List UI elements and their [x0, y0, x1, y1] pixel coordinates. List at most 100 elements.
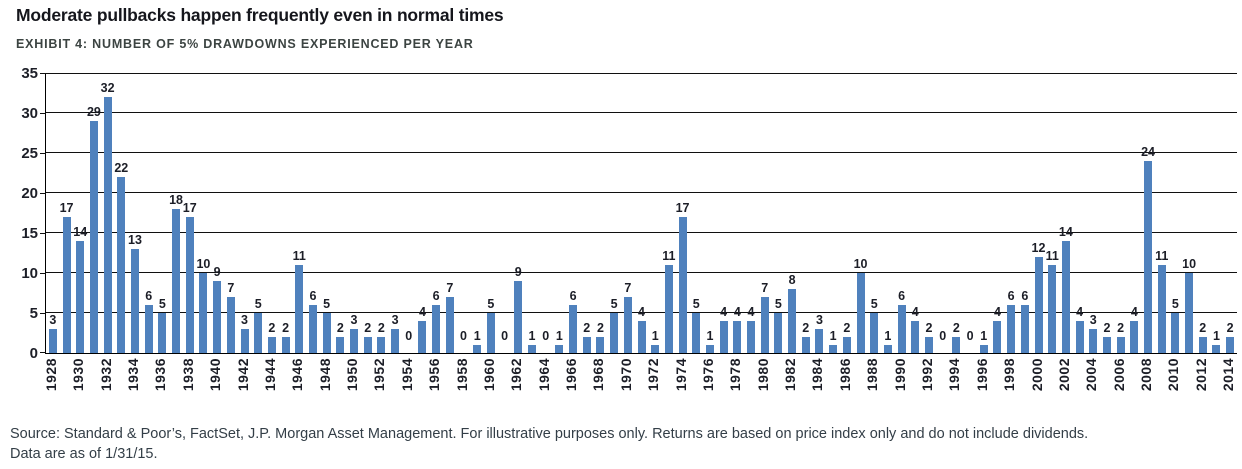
bar-value-label-1948: 5	[323, 296, 331, 311]
bar-value-label-1955: 4	[418, 304, 426, 319]
bar-value-label-1946: 11	[292, 248, 306, 263]
x-tick-label-1940: 1940	[207, 358, 224, 392]
bar-value-label-1985: 1	[829, 328, 837, 343]
bar-value-label-2003: 4	[1076, 304, 1084, 319]
y-tick-mark	[40, 273, 46, 274]
gridline-y25	[46, 152, 1237, 153]
bar-value-label-1939: 10	[196, 256, 211, 271]
bar-2013	[1212, 345, 1221, 353]
bar-value-label-1935: 6	[145, 288, 153, 303]
bar-value-label-1936: 5	[158, 296, 166, 311]
bar-value-label-1966: 6	[569, 288, 577, 303]
bar-1970	[623, 297, 632, 353]
x-tick-label-1970: 1970	[617, 358, 634, 392]
bar-1977	[719, 321, 728, 353]
gridline-y20	[46, 192, 1237, 193]
y-tick-mark	[40, 352, 46, 353]
bar-value-label-1987: 10	[853, 256, 868, 271]
bar-value-label-1928: 3	[49, 312, 57, 327]
x-tick-label-1930: 1930	[70, 358, 87, 392]
bar-value-label-1978: 4	[733, 304, 741, 319]
x-tick-label-1960: 1960	[480, 358, 497, 392]
bar-1929	[62, 217, 71, 353]
bar-1971	[637, 321, 646, 353]
bar-value-label-1994: 2	[952, 320, 960, 335]
x-tick-label-1956: 1956	[426, 358, 443, 392]
bar-2010	[1171, 313, 1180, 353]
bar-value-label-1970: 7	[624, 280, 632, 295]
y-tick-mark	[40, 233, 46, 234]
bar-value-label-1938: 17	[182, 200, 197, 215]
x-tick-label-1978: 1978	[727, 358, 744, 392]
y-tick-label-5: 5	[29, 305, 38, 322]
bar-value-label-2013: 1	[1212, 328, 1220, 343]
bar-1963	[527, 345, 536, 353]
bar-1930	[76, 241, 85, 353]
bar-value-label-2001: 11	[1045, 248, 1059, 263]
bar-value-label-1988: 5	[870, 296, 878, 311]
bar-2005	[1102, 337, 1111, 353]
bar-value-label-1933: 22	[114, 160, 129, 175]
bar-1986	[842, 337, 851, 353]
bar-value-label-2010: 5	[1171, 296, 1179, 311]
bar-value-label-1974: 17	[675, 200, 690, 215]
gridline-y30	[46, 112, 1237, 113]
x-tick-label-1994: 1994	[946, 358, 963, 392]
bar-value-label-1934: 13	[128, 232, 142, 247]
bar-1983	[801, 337, 810, 353]
bar-1957	[445, 297, 454, 353]
page-title: Moderate pullbacks happen frequently eve…	[16, 5, 504, 25]
bar-value-label-1993: 0	[939, 328, 947, 343]
bar-1945	[281, 337, 290, 353]
x-tick-label-1962: 1962	[508, 358, 525, 392]
bar-1981	[774, 313, 783, 353]
bar-1985	[829, 345, 838, 353]
bar-2001	[1048, 265, 1057, 353]
x-tick-label-1996: 1996	[973, 358, 990, 392]
y-tick-mark	[40, 193, 46, 194]
bar-value-label-1989: 1	[884, 328, 892, 343]
bar-value-label-1950: 3	[350, 312, 358, 327]
bar-1953	[391, 329, 400, 353]
plot-area: 3 17 14 29 32 22 13 6 5 18 17 10 9 7 3 5 2 2 11 6 5 2 3 2 2 3 0 4 6 7…	[40, 73, 1237, 354]
bar-1946	[295, 265, 304, 353]
bar-value-label-1979: 4	[747, 304, 755, 319]
bar-1931	[89, 121, 98, 353]
bar-1984	[815, 329, 824, 353]
x-tick-label-2000: 2000	[1028, 358, 1045, 392]
x-tick-label-2004: 2004	[1083, 358, 1100, 392]
bar-2008	[1144, 161, 1153, 353]
bar-value-label-1967: 2	[583, 320, 591, 335]
exhibit-subtitle: EXHIBIT 4: NUMBER OF 5% DRAWDOWNS EXPERI…	[16, 37, 474, 51]
bar-value-label-1960: 5	[487, 296, 495, 311]
bar-1980	[760, 297, 769, 353]
bar-value-label-1959: 1	[473, 328, 481, 343]
x-tick-label-1982: 1982	[782, 358, 799, 392]
bar-value-label-2002: 14	[1058, 224, 1073, 239]
bar-value-label-1999: 6	[1021, 288, 1029, 303]
bar-value-label-1941: 7	[227, 280, 235, 295]
bar-value-label-1975: 5	[692, 296, 700, 311]
bar-1932	[103, 97, 112, 353]
bar-value-label-1954: 0	[405, 328, 413, 343]
bar-1988	[870, 313, 879, 353]
bar-1972	[651, 345, 660, 353]
bar-1956	[432, 305, 441, 353]
x-tick-label-2006: 2006	[1110, 358, 1127, 392]
bar-2000	[1034, 257, 1043, 353]
x-tick-label-1998: 1998	[1001, 358, 1018, 392]
gridline-y10	[46, 272, 1237, 273]
x-tick-label-2014: 2014	[1220, 358, 1237, 392]
bar-value-label-1976: 1	[706, 328, 714, 343]
bar-value-label-1942: 3	[241, 312, 248, 327]
bar-1969	[610, 313, 619, 353]
bar-value-label-1929: 17	[59, 200, 74, 215]
bar-value-label-1969: 5	[610, 296, 618, 311]
bar-value-label-1943: 5	[254, 296, 262, 311]
bar-2012	[1198, 337, 1207, 353]
x-tick-label-1934: 1934	[124, 358, 141, 392]
bar-1942	[240, 329, 249, 353]
x-tick-label-1968: 1968	[590, 358, 607, 392]
x-tick-label-1942: 1942	[234, 358, 251, 392]
x-tick-label-1986: 1986	[836, 358, 853, 392]
